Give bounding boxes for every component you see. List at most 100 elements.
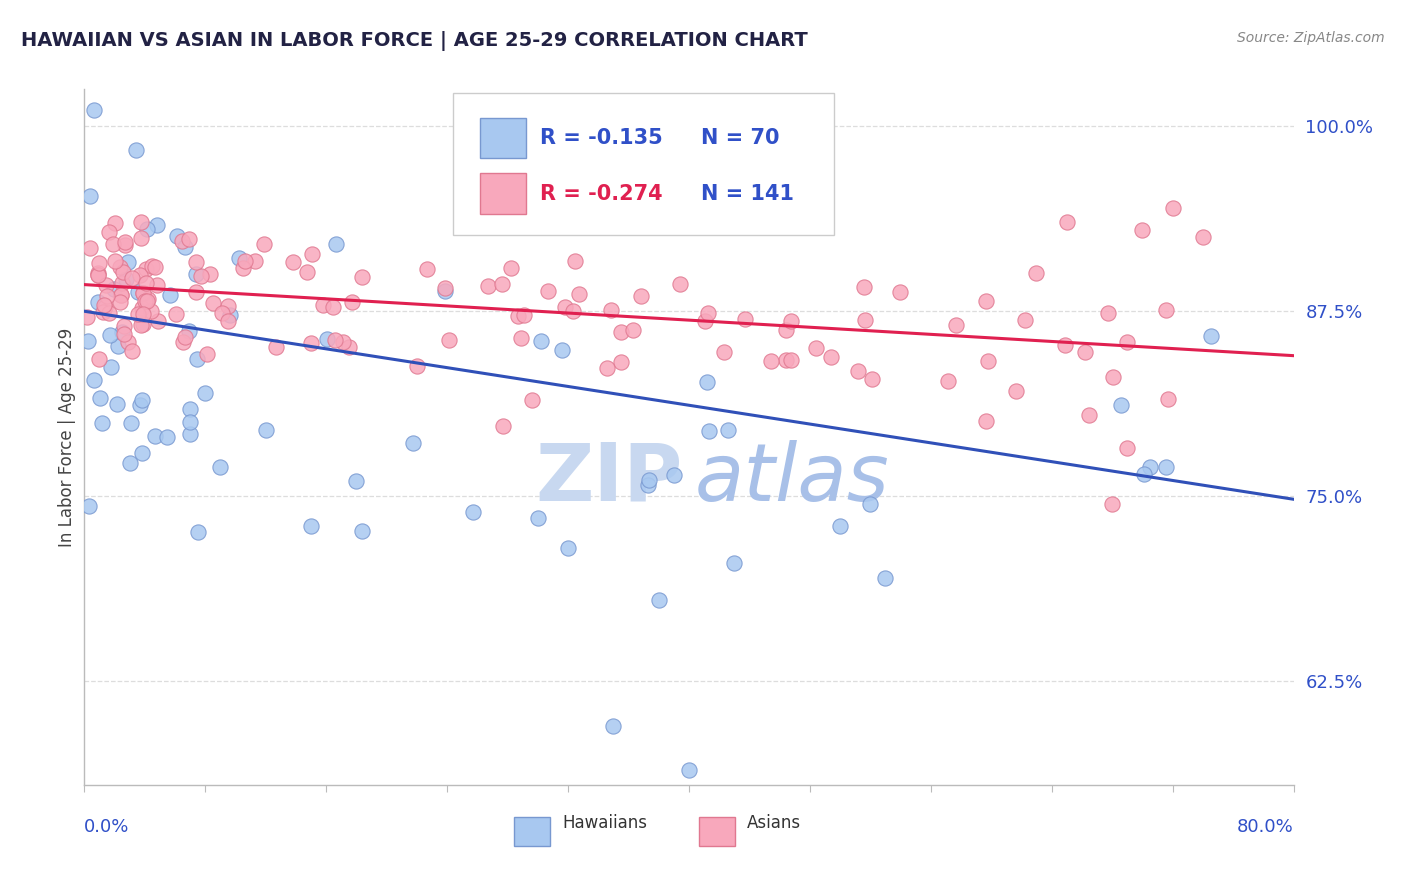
Point xyxy=(79,241,101,255)
Point xyxy=(127,307,149,321)
Point xyxy=(1077,408,1099,422)
Point xyxy=(697,424,720,438)
Point xyxy=(111,276,134,290)
Point xyxy=(557,541,579,555)
Point xyxy=(491,277,513,292)
Point xyxy=(217,314,239,328)
Point xyxy=(209,459,232,474)
Point xyxy=(346,475,368,489)
Point xyxy=(337,340,360,354)
Point xyxy=(177,324,200,338)
Point xyxy=(678,763,700,777)
Point xyxy=(96,278,118,293)
Point xyxy=(610,355,633,369)
Point xyxy=(254,423,277,437)
Point xyxy=(492,419,515,434)
Point xyxy=(174,240,197,254)
Point xyxy=(1025,266,1047,280)
Point xyxy=(141,259,163,273)
Text: Hawaiians: Hawaiians xyxy=(562,814,647,832)
Point xyxy=(1056,215,1078,229)
Point xyxy=(146,314,169,328)
Point xyxy=(165,307,187,321)
Text: N = 70: N = 70 xyxy=(702,128,779,148)
Point xyxy=(159,287,181,301)
Point xyxy=(804,341,827,355)
Point xyxy=(186,285,208,299)
Point xyxy=(977,354,1000,368)
Point xyxy=(96,289,118,303)
Point xyxy=(668,277,690,291)
Point xyxy=(564,254,586,268)
Point xyxy=(1192,230,1215,244)
Text: ZIP: ZIP xyxy=(536,440,683,518)
Point xyxy=(114,235,136,250)
Point xyxy=(233,254,256,268)
Point xyxy=(87,352,110,367)
Point xyxy=(820,350,842,364)
Point xyxy=(1157,392,1180,406)
Point xyxy=(637,478,659,492)
Point xyxy=(779,353,801,368)
Point xyxy=(416,262,439,277)
Point xyxy=(117,335,139,350)
Point xyxy=(1132,467,1154,481)
Point xyxy=(103,281,125,295)
Point xyxy=(853,313,876,327)
Point xyxy=(301,246,323,260)
Point xyxy=(114,237,136,252)
Point xyxy=(1154,459,1177,474)
Point xyxy=(1154,303,1177,318)
Point xyxy=(112,318,135,333)
Point xyxy=(77,334,100,348)
FancyBboxPatch shape xyxy=(479,173,526,214)
Text: 80.0%: 80.0% xyxy=(1237,818,1294,837)
Point xyxy=(211,306,233,320)
Point xyxy=(107,339,129,353)
Point xyxy=(312,298,335,312)
Point xyxy=(596,361,619,376)
Point xyxy=(93,298,115,312)
Point xyxy=(1130,223,1153,237)
Point xyxy=(537,284,560,298)
Point xyxy=(1102,370,1125,384)
Point xyxy=(186,255,208,269)
Point xyxy=(938,374,960,388)
Point xyxy=(131,393,153,408)
Point xyxy=(299,336,322,351)
Point xyxy=(89,391,111,405)
Point xyxy=(439,334,461,348)
Point xyxy=(513,308,536,322)
Point xyxy=(506,309,529,323)
Point xyxy=(568,286,591,301)
Point xyxy=(322,301,344,315)
Point xyxy=(129,231,152,245)
Point xyxy=(405,359,427,374)
Point xyxy=(110,288,132,302)
Point xyxy=(527,511,550,525)
Point xyxy=(232,260,254,275)
Point xyxy=(723,556,745,570)
Point xyxy=(108,294,131,309)
Point xyxy=(79,499,101,513)
Point xyxy=(875,571,897,585)
Point xyxy=(848,363,870,377)
Point xyxy=(1101,497,1123,511)
Point xyxy=(104,253,127,268)
Point xyxy=(202,296,225,310)
Point xyxy=(136,222,159,236)
Point xyxy=(554,300,576,314)
Point xyxy=(217,299,239,313)
Point xyxy=(179,415,201,429)
Text: Asians: Asians xyxy=(747,814,801,832)
Point xyxy=(477,279,499,293)
Text: R = -0.135: R = -0.135 xyxy=(540,128,664,148)
Point xyxy=(131,286,153,301)
Text: N = 141: N = 141 xyxy=(702,184,794,203)
Point xyxy=(252,237,274,252)
Point xyxy=(648,593,671,607)
Point xyxy=(499,261,522,276)
Point xyxy=(98,225,121,239)
Point xyxy=(245,254,267,268)
Point xyxy=(111,325,134,339)
